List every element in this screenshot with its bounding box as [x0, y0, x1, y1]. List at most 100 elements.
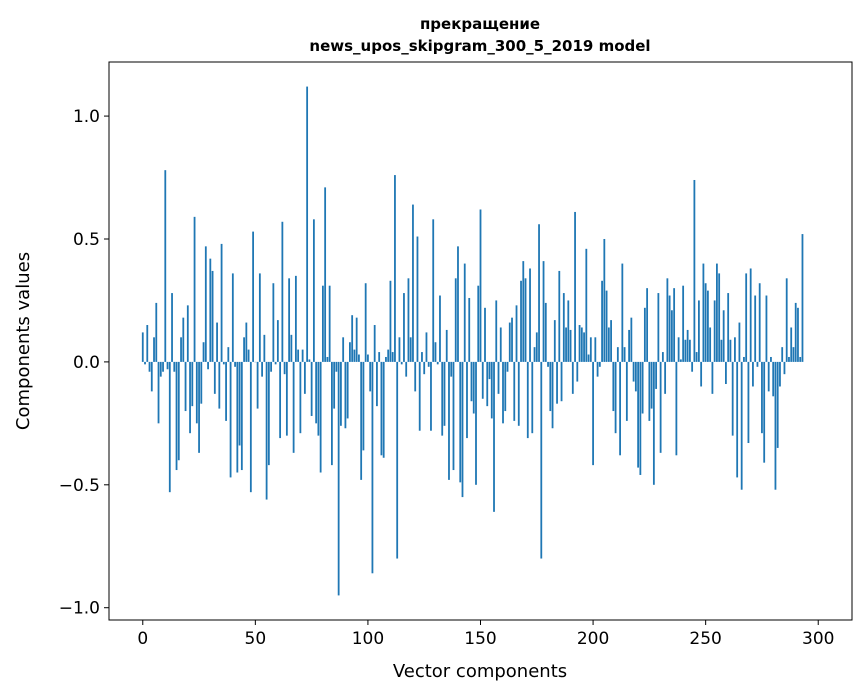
- bar: [553, 320, 556, 362]
- bar: [520, 280, 522, 362]
- bar: [148, 361, 151, 372]
- bar: [722, 310, 725, 362]
- bar: [709, 327, 712, 362]
- bar: [209, 258, 212, 362]
- bar: [342, 337, 345, 362]
- bar: [414, 361, 417, 392]
- bar: [351, 315, 354, 362]
- bar: [321, 285, 324, 362]
- bar: [391, 352, 394, 362]
- bar: [511, 317, 513, 362]
- bar: [180, 337, 182, 362]
- bar: [245, 322, 248, 362]
- bar: [698, 300, 700, 362]
- bar: [290, 334, 293, 362]
- bar: [513, 361, 516, 421]
- bar: [430, 361, 432, 431]
- bar: [650, 361, 653, 409]
- bar: [346, 361, 349, 419]
- bar: [637, 361, 640, 468]
- bar: [144, 361, 146, 365]
- bar: [661, 352, 664, 362]
- bar: [542, 261, 545, 362]
- bar: [529, 268, 531, 362]
- bar: [173, 361, 176, 372]
- bar: [679, 359, 682, 362]
- bar: [385, 356, 387, 362]
- bar: [774, 361, 777, 490]
- bar: [603, 238, 606, 362]
- bar: [538, 224, 540, 362]
- x-tick-label: 300: [802, 629, 834, 649]
- bar: [594, 337, 597, 362]
- bar: [317, 361, 320, 436]
- bar: [682, 285, 685, 362]
- bar: [380, 361, 383, 456]
- bar: [639, 361, 642, 475]
- bar: [718, 273, 721, 362]
- bar: [186, 305, 189, 362]
- bar: [479, 209, 482, 362]
- bar: [418, 361, 421, 431]
- bar: [301, 349, 304, 362]
- bar: [299, 361, 302, 434]
- bar: [434, 342, 437, 362]
- bar: [585, 248, 588, 362]
- bar: [558, 270, 561, 362]
- bar: [164, 170, 167, 362]
- x-tick-label: 150: [464, 629, 496, 649]
- bar: [565, 327, 567, 362]
- bar: [227, 347, 230, 362]
- bar: [272, 283, 275, 362]
- bar: [596, 361, 599, 377]
- bar: [204, 246, 207, 362]
- bar: [675, 361, 678, 456]
- bar: [189, 361, 191, 434]
- bar: [200, 361, 203, 404]
- bar: [670, 310, 673, 362]
- bar: [421, 352, 423, 362]
- bar: [324, 187, 327, 362]
- bar: [450, 361, 453, 377]
- bar: [267, 361, 270, 466]
- bar: [166, 361, 169, 370]
- bar: [551, 361, 554, 429]
- bar: [425, 332, 428, 362]
- bars-group: [141, 86, 804, 596]
- bar: [263, 334, 266, 362]
- bar: [258, 273, 261, 362]
- bar: [547, 361, 549, 367]
- bar: [234, 361, 236, 367]
- bar: [333, 361, 336, 409]
- bar: [488, 361, 491, 380]
- bar: [211, 270, 214, 362]
- bar: [734, 337, 736, 362]
- bar: [707, 290, 709, 362]
- bar: [195, 361, 198, 424]
- bar: [783, 361, 786, 375]
- bar: [610, 320, 612, 362]
- bar: [452, 361, 455, 471]
- bar: [270, 361, 273, 372]
- x-axis-label: Vector components: [393, 661, 567, 682]
- bar: [198, 361, 200, 453]
- bar: [743, 356, 745, 362]
- bar: [524, 278, 527, 362]
- x-tick-label: 200: [577, 629, 609, 649]
- bar: [641, 361, 644, 414]
- bar: [247, 349, 250, 362]
- bar: [177, 361, 180, 461]
- bar: [261, 361, 263, 377]
- bar: [306, 86, 309, 362]
- bar: [243, 337, 245, 362]
- bar: [407, 278, 410, 362]
- bar: [249, 361, 252, 493]
- chart-title-line2: news_upos_skipgram_300_5_2019 model: [309, 37, 650, 55]
- bar: [677, 337, 680, 362]
- bar: [763, 361, 766, 463]
- bar: [466, 361, 468, 439]
- bar: [362, 361, 365, 451]
- bar: [740, 361, 743, 490]
- bar: [378, 352, 381, 362]
- bar: [328, 285, 331, 362]
